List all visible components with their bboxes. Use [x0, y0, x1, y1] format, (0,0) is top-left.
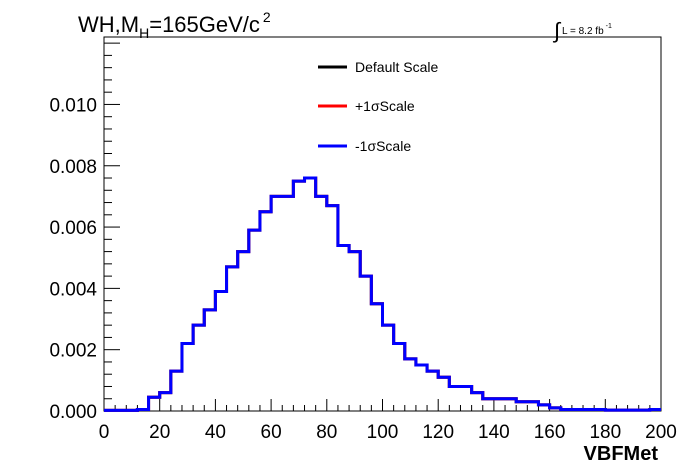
x-tick-label: 160 — [534, 422, 566, 443]
series-layer — [104, 176, 661, 412]
x-tick-label: 60 — [261, 422, 282, 443]
y-tick-label: 0.008 — [49, 157, 97, 178]
x-tick-label: 80 — [316, 422, 337, 443]
plot-frame — [103, 36, 662, 412]
luminosity-text: L = 8.2 fb — [562, 26, 604, 37]
legend-label: +1σScale — [355, 98, 415, 114]
legend-label: Default Scale — [355, 59, 438, 75]
y-tick-label: 0.000 — [49, 402, 97, 423]
luminosity-superscript: -1 — [605, 23, 612, 30]
x-axis-label: VBFMet — [584, 443, 659, 465]
x-tick-label: 120 — [422, 422, 454, 443]
x-tick-label: 100 — [367, 422, 399, 443]
luminosity-label: ∫ L = 8.2 fb -1 — [554, 14, 612, 43]
y-tick-label: 0.010 — [49, 95, 97, 116]
x-tick-label: 180 — [589, 422, 621, 443]
x-tick-label: 140 — [478, 422, 510, 443]
y-tick-label: 0.006 — [49, 218, 97, 239]
legend: Default Scale +1σScale -1σScale — [318, 59, 438, 154]
x-tick-label: 0 — [99, 422, 110, 443]
title-suffix: =165GeV/c — [149, 12, 260, 37]
title-prefix: WH,M — [78, 12, 140, 37]
x-tick-label: 20 — [149, 422, 170, 443]
y-tick-label: 0.004 — [49, 279, 97, 300]
x-tick-label: 40 — [205, 422, 226, 443]
chart-title: WH,MH=165GeV/c 2 — [78, 9, 271, 41]
integral-symbol: ∫ — [554, 18, 561, 43]
legend-label: -1σScale — [355, 138, 411, 154]
title-subscript: H — [139, 25, 150, 41]
title-superscript: 2 — [262, 9, 271, 25]
y-axis-ticks: 0.000 0.002 0.004 0.006 0.008 0.010 — [49, 42, 120, 423]
y-tick-label: 0.002 — [49, 341, 97, 362]
x-tick-label: 200 — [645, 422, 677, 443]
series-line-2 — [104, 176, 661, 412]
x-axis-ticks: 0 20 40 60 80 100 120 140 160 180 200 — [99, 399, 677, 443]
